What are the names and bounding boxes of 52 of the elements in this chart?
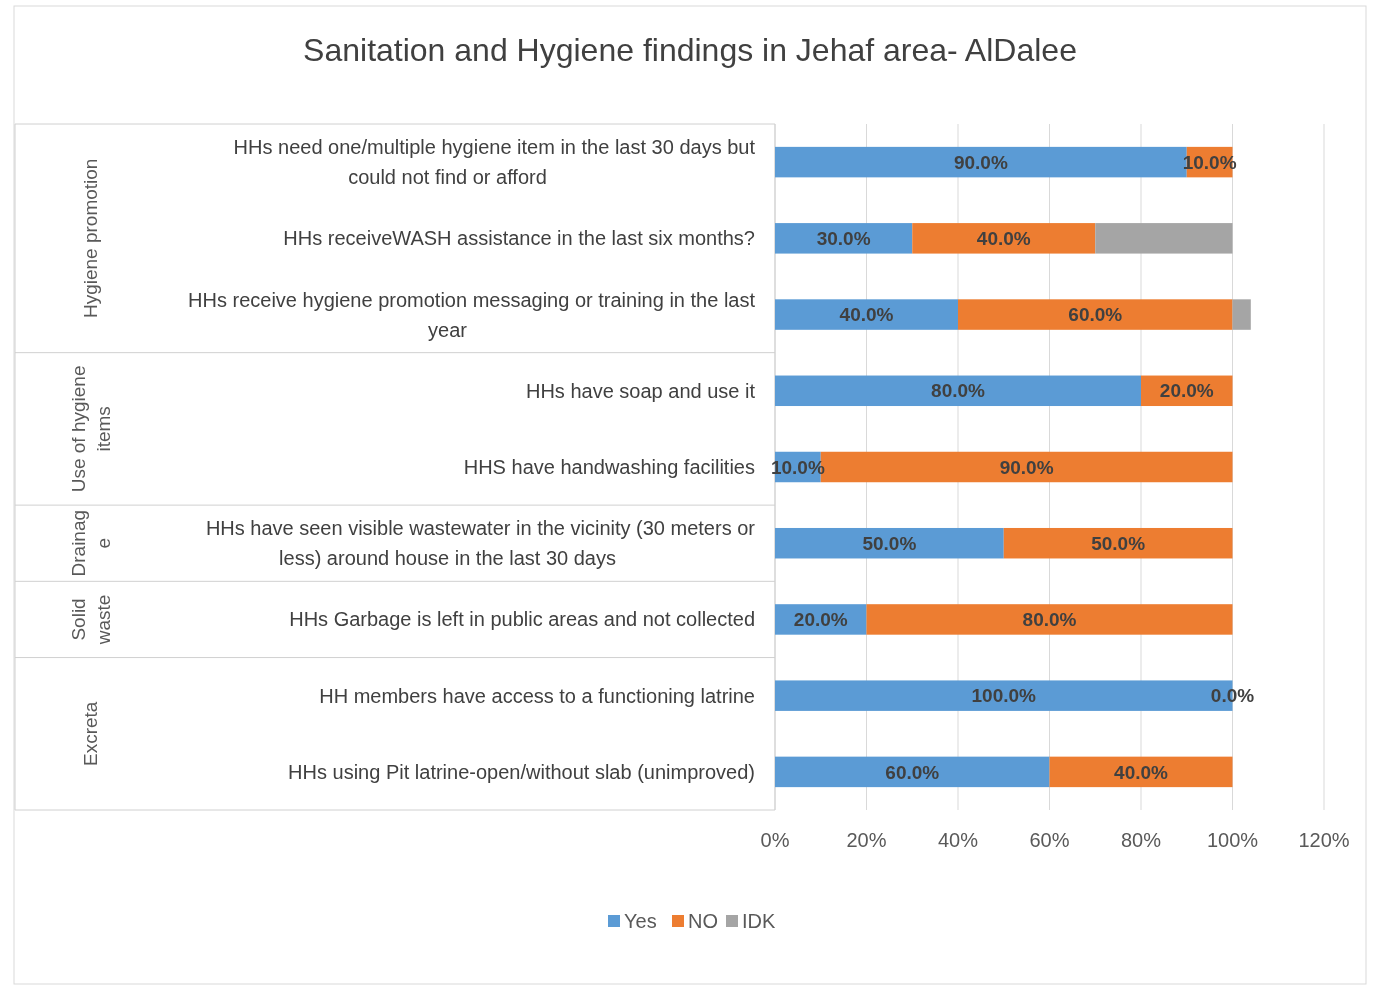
y-tick-label: HHs need one/multiple hygiene item in the last 30 days but could not find or afford	[233, 136, 756, 189]
bar	[912, 223, 1096, 254]
text: Excreta	[79, 701, 101, 766]
bar	[866, 604, 1233, 635]
bar	[1003, 527, 1233, 559]
y-tick-label: HH members have access to a functioning latrine	[319, 684, 755, 707]
x-tick-label: 0%	[760, 829, 790, 851]
y-tick-label: HHS have handwashing facilities	[463, 456, 755, 478]
bar	[775, 375, 1141, 407]
y-tick-label: HHs have soap and use it	[525, 379, 756, 402]
data-label: 60.0%	[885, 761, 940, 783]
y-tick-label: HHs receiveWASH assistance in the last six months?	[283, 227, 755, 250]
data-label: 20.0%	[1159, 380, 1214, 402]
y-tick-label: HHs using Pit latrine-open/without slab (unimproved)	[288, 760, 755, 783]
legend-label: Yes	[624, 910, 657, 932]
data-label: 50.0%	[1091, 532, 1146, 554]
data-label: 40.0%	[1114, 761, 1169, 783]
data-label: 60.0%	[1068, 304, 1123, 326]
text: Solid waste	[67, 594, 114, 646]
bar	[775, 299, 958, 330]
data-label: 90.0%	[953, 151, 1008, 173]
y-tick-label: HHs receive hygiene promotion messaging or training in the last year	[188, 288, 756, 341]
bar	[958, 299, 1233, 330]
data-label: 80.0%	[931, 380, 986, 402]
bar	[775, 223, 913, 254]
data-label: 30.0%	[816, 227, 871, 249]
x-tick-label: 40%	[937, 829, 979, 851]
data-label: 40.0%	[976, 227, 1031, 249]
legend-label: NO	[688, 910, 718, 932]
data-label: 50.0%	[862, 532, 917, 554]
text: Drainage	[67, 509, 114, 577]
data-label: 90.0%	[999, 456, 1054, 478]
bar	[775, 527, 1004, 559]
x-tick-label: 60%	[1029, 829, 1070, 851]
legend-label: IDK	[742, 910, 776, 932]
data-label: 20.0%	[793, 609, 848, 631]
data-label: 40.0%	[839, 304, 894, 326]
x-tick-label: 100%	[1206, 829, 1259, 851]
x-tick-label: 20%	[846, 829, 887, 851]
chart-title: Sanitation and Hygiene findings in Jehaf area- AlDalee	[303, 32, 1077, 69]
bar	[1095, 223, 1233, 254]
y-tick-label: HHs Garbage is left in public areas and not collected	[289, 608, 755, 631]
x-tick-label: 120%	[1298, 829, 1350, 851]
data-label: 80.0%	[1022, 609, 1077, 631]
text: Hygiene promotion	[79, 158, 101, 319]
data-label: 100.0%	[971, 685, 1037, 707]
x-tick-label: 80%	[1120, 829, 1162, 851]
y-tick-label: HHs have seen visible wastewater in the vicinity (30 meters or less) around house in the last 30 days	[205, 517, 756, 570]
bar	[775, 756, 1050, 788]
text: Use of hygiene items	[67, 365, 114, 493]
bar	[1232, 299, 1251, 330]
bar	[1049, 756, 1233, 788]
